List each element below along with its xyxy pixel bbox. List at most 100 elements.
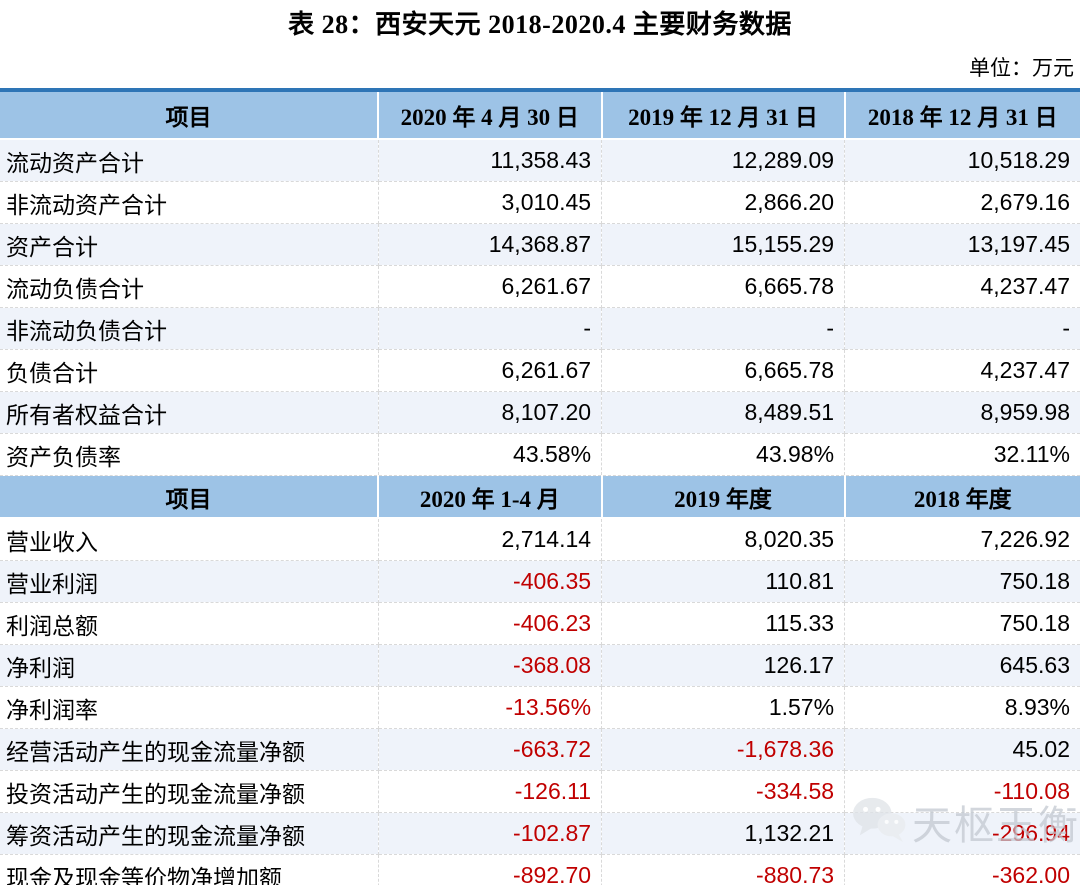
row-label: 净利润率 (0, 686, 379, 729)
table-row: 投资活动产生的现金流量净额 -126.11 -334.58 -110.08 (0, 770, 1080, 813)
cell-value: 2,679.16 (844, 181, 1080, 224)
table-row: 流动负债合计 6,261.67 6,665.78 4,237.47 (0, 265, 1080, 308)
cell-value: 8,107.20 (378, 391, 603, 434)
cell-value: -663.72 (378, 728, 603, 771)
row-label: 营业利润 (0, 560, 379, 603)
cell-value: 6,665.78 (601, 349, 846, 392)
cell-value: 6,261.67 (378, 349, 603, 392)
row-label: 资产负债率 (0, 433, 379, 476)
row-label: 所有者权益合计 (0, 391, 379, 434)
cell-value: 10,518.29 (844, 139, 1080, 182)
column-header-item: 项目 (0, 475, 379, 519)
table-row: 所有者权益合计 8,107.20 8,489.51 8,959.98 (0, 391, 1080, 434)
table-row: 资产合计 14,368.87 15,155.29 13,197.45 (0, 223, 1080, 266)
table-row: 负债合计 6,261.67 6,665.78 4,237.47 (0, 349, 1080, 392)
table-row: 净利润率 -13.56% 1.57% 8.93% (0, 686, 1080, 729)
cell-value: 750.18 (844, 560, 1080, 603)
table-row: 营业利润 -406.35 110.81 750.18 (0, 560, 1080, 603)
cell-value: -1,678.36 (601, 728, 846, 771)
column-header-2018-12-31: 2018 年 12 月 31 日 (844, 88, 1080, 140)
column-header-2019-12-31: 2019 年 12 月 31 日 (601, 88, 846, 140)
table-title: 表 28：西安天元 2018-2020.4 主要财务数据 (288, 10, 792, 39)
cell-value: -110.08 (844, 770, 1080, 813)
table-row: 资产负债率 43.58% 43.98% 32.11% (0, 433, 1080, 476)
row-label: 资产合计 (0, 223, 379, 266)
cell-value: 110.81 (601, 560, 846, 603)
table-row: 流动资产合计 11,358.43 12,289.09 10,518.29 (0, 139, 1080, 182)
cell-value: - (844, 307, 1080, 350)
table-row: 营业收入 2,714.14 8,020.35 7,226.92 (0, 518, 1080, 561)
row-label: 非流动资产合计 (0, 181, 379, 224)
table-row: 非流动资产合计 3,010.45 2,866.20 2,679.16 (0, 181, 1080, 224)
cell-value: 750.18 (844, 602, 1080, 645)
table-row: 利润总额 -406.23 115.33 750.18 (0, 602, 1080, 645)
cell-value: -296.94 (844, 812, 1080, 855)
row-label: 利润总额 (0, 602, 379, 645)
unit-label: 单位：万元 (969, 56, 1074, 80)
cell-value: 43.58% (378, 433, 603, 476)
cell-value: 2,866.20 (601, 181, 846, 224)
cell-value: 45.02 (844, 728, 1080, 771)
row-label: 现金及现金等价物净增加额 (0, 854, 379, 885)
cell-value: -102.87 (378, 812, 603, 855)
cell-value: -13.56% (378, 686, 603, 729)
cell-value: 7,226.92 (844, 518, 1080, 561)
row-label: 净利润 (0, 644, 379, 687)
row-label: 投资活动产生的现金流量净额 (0, 770, 379, 813)
cell-value: 3,010.45 (378, 181, 603, 224)
cell-value: 4,237.47 (844, 265, 1080, 308)
row-label: 流动负债合计 (0, 265, 379, 308)
table-row: 现金及现金等价物净增加额 -892.70 -880.73 -362.00 (0, 854, 1080, 885)
column-header-2020-04-30: 2020 年 4 月 30 日 (378, 88, 603, 140)
cell-value: 115.33 (601, 602, 846, 645)
column-header-item: 项目 (0, 88, 379, 140)
column-header-2019: 2019 年度 (601, 475, 846, 519)
cell-value: 12,289.09 (601, 139, 846, 182)
cell-value: 1,132.21 (601, 812, 846, 855)
balance-sheet-header-row: 项目 2020 年 4 月 30 日 2019 年 12 月 31 日 2018… (0, 88, 1080, 140)
cell-value: - (601, 307, 846, 350)
row-label: 营业收入 (0, 518, 379, 561)
table-row: 净利润 -368.08 126.17 645.63 (0, 644, 1080, 687)
cell-value: 1.57% (601, 686, 846, 729)
cell-value: 126.17 (601, 644, 846, 687)
column-header-2018: 2018 年度 (844, 475, 1080, 519)
row-label: 非流动负债合计 (0, 307, 379, 350)
cell-value: 2,714.14 (378, 518, 603, 561)
cell-value: 15,155.29 (601, 223, 846, 266)
cell-value: -368.08 (378, 644, 603, 687)
cell-value: -362.00 (991, 862, 1070, 885)
cell-value: 645.63 (844, 644, 1080, 687)
cell-value: 43.98% (601, 433, 846, 476)
cell-value: -880.73 (601, 854, 846, 885)
balance-sheet-section: 项目 2020 年 4 月 30 日 2019 年 12 月 31 日 2018… (0, 88, 1080, 476)
cell-value: 13,197.45 (844, 223, 1080, 266)
table-row: 非流动负债合计 - - - (0, 307, 1080, 350)
cell-value: 14,368.87 (378, 223, 603, 266)
cell-value: 8,959.98 (844, 391, 1080, 434)
cell-value: -406.35 (378, 560, 603, 603)
row-label: 流动资产合计 (0, 139, 379, 182)
cell-value: -892.70 (378, 854, 603, 885)
row-label: 负债合计 (0, 349, 379, 392)
income-header-row: 项目 2020 年 1-4 月 2019 年度 2018 年度 (0, 475, 1080, 519)
column-header-2020-1-4: 2020 年 1-4 月 (378, 475, 603, 519)
cell-value: 32.11% (844, 433, 1080, 476)
cell-value: 8.93% (844, 686, 1080, 729)
income-cashflow-section: 项目 2020 年 1-4 月 2019 年度 2018 年度 营业收入 2,7… (0, 475, 1080, 885)
row-label: 筹资活动产生的现金流量净额 (0, 812, 379, 855)
table-row: 筹资活动产生的现金流量净额 -102.87 1,132.21 -296.94 (0, 812, 1080, 855)
cell-value: 11,358.43 (378, 139, 603, 182)
cell-value: -334.58 (601, 770, 846, 813)
row-label: 经营活动产生的现金流量净额 (0, 728, 379, 771)
cell-value: -406.23 (378, 602, 603, 645)
cell-value: 8,020.35 (601, 518, 846, 561)
table-row: 经营活动产生的现金流量净额 -663.72 -1,678.36 45.02 (0, 728, 1080, 771)
cell-value: -126.11 (378, 770, 603, 813)
financial-table-wrap: 项目 2020 年 4 月 30 日 2019 年 12 月 31 日 2018… (0, 88, 1080, 885)
cell-value: 6,261.67 (378, 265, 603, 308)
financial-table: 项目 2020 年 4 月 30 日 2019 年 12 月 31 日 2018… (0, 88, 1080, 885)
cell-value: 6,665.78 (601, 265, 846, 308)
cell-value: - (378, 307, 603, 350)
